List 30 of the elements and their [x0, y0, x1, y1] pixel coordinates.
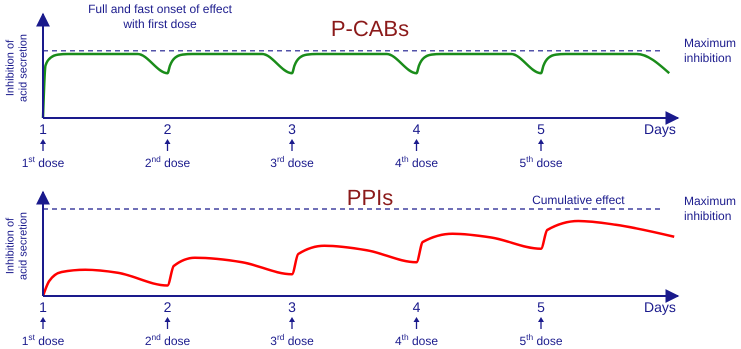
ref-line-label: Maximum inhibition: [684, 36, 736, 65]
x-tick-label: 1: [39, 121, 48, 137]
text: 2$^{nd}$ dose: [144, 332, 191, 348]
x-tick-label: 2: [164, 121, 172, 137]
chart-title: PPIs: [346, 185, 394, 210]
text: 5$^{th}$ dose: [519, 154, 563, 170]
x-tick-label: 4: [412, 299, 421, 315]
text: 3$^{rd}$ dose: [270, 154, 314, 170]
x-tick-label: 5: [537, 299, 546, 315]
text: 1$^{st}$ dose: [22, 332, 65, 348]
ref-line-label: Maximum inhibition: [684, 194, 736, 223]
x-tick-label: 3: [288, 121, 296, 137]
text: 4$^{th}$ dose: [394, 154, 438, 170]
annotation: Cumulative effect: [532, 193, 626, 207]
text: 4$^{th}$ dose: [394, 332, 438, 348]
text: Full and fast onset of effect with first dose: [88, 2, 233, 31]
y-axis-title: Inhibition of acid secretion: [4, 34, 30, 102]
y-axis-title: Inhibition of acid secretion: [4, 212, 30, 280]
text: 5$^{th}$ dose: [519, 332, 563, 348]
x-tick-label: 5: [537, 121, 546, 137]
text: 1$^{st}$ dose: [22, 154, 65, 170]
x-axis-title: Days: [644, 121, 676, 137]
x-tick-label: 1: [39, 299, 48, 315]
x-axis-title: Days: [644, 299, 676, 315]
text: 3$^{rd}$ dose: [270, 332, 314, 348]
text: 2$^{nd}$ dose: [144, 154, 191, 170]
x-tick-label: 3: [288, 299, 296, 315]
x-tick-label: 2: [164, 299, 172, 315]
x-tick-label: 4: [412, 121, 421, 137]
chart-title: P-CABs: [330, 16, 410, 41]
